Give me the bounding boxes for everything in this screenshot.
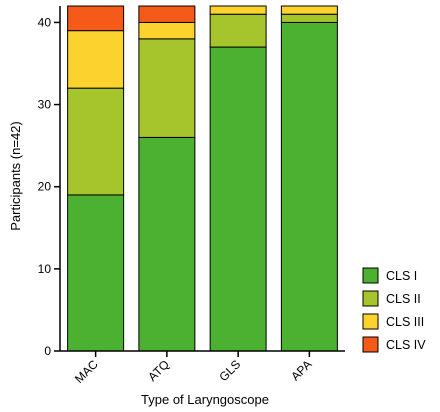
bar-gls-cls-i — [209, 46, 267, 352]
legend-swatch-cls-iv — [362, 336, 379, 353]
bars-group — [67, 5, 338, 352]
y-tick-label-30: 30 — [38, 98, 52, 112]
bar-mac-cls-ii — [67, 87, 125, 196]
bar-gls-cls-iii — [209, 5, 267, 15]
legend-label-cls-ii: CLS II — [386, 292, 421, 306]
legend-swatch-cls-i — [362, 267, 379, 284]
x-axis-title: Type of Laryngoscope — [141, 392, 269, 407]
y-tick-label-40: 40 — [38, 15, 52, 29]
bar-gls-cls-ii — [209, 13, 267, 48]
bar-apa-cls-i — [280, 21, 338, 352]
y-tick-label-20: 20 — [38, 180, 52, 194]
y-tick-label-0: 0 — [44, 344, 51, 358]
bar-mac-cls-i — [67, 194, 125, 352]
bar-mac-cls-iii — [67, 30, 125, 89]
significance-annotations: * * # — [235, 0, 324, 2]
bar-atq-cls-iv — [138, 5, 196, 23]
bar-atq-cls-iii — [138, 21, 196, 40]
legend: CLS I CLS II CLS III CLS IV — [362, 267, 426, 353]
x-tick-label-atq: ATQ — [145, 357, 172, 384]
y-tick-label-10: 10 — [38, 262, 52, 276]
legend-swatch-cls-ii — [362, 290, 379, 307]
legend-label-cls-i: CLS I — [386, 269, 417, 283]
bar-mac-cls-iv — [67, 5, 125, 32]
bar-atq-cls-i — [138, 136, 196, 352]
legend-label-cls-iii: CLS III — [386, 315, 424, 329]
legend-label-cls-iv: CLS IV — [386, 338, 426, 352]
annotation-gls-asterisk: * — [235, 0, 241, 2]
legend-swatch-cls-iii — [362, 313, 379, 330]
annotation-apa-hash: # — [316, 0, 324, 2]
x-tick-label-apa: APA — [288, 357, 314, 383]
bar-atq-cls-ii — [138, 38, 196, 138]
bar-apa-cls-iii — [280, 5, 338, 15]
x-tick-label-mac: MAC — [72, 357, 101, 386]
x-tick-label-gls: GLS — [216, 357, 243, 384]
bar-apa-cls-ii — [280, 13, 338, 23]
annotation-apa-asterisk: * — [296, 0, 302, 2]
y-axis-title: Participants (n=42) — [8, 121, 23, 230]
